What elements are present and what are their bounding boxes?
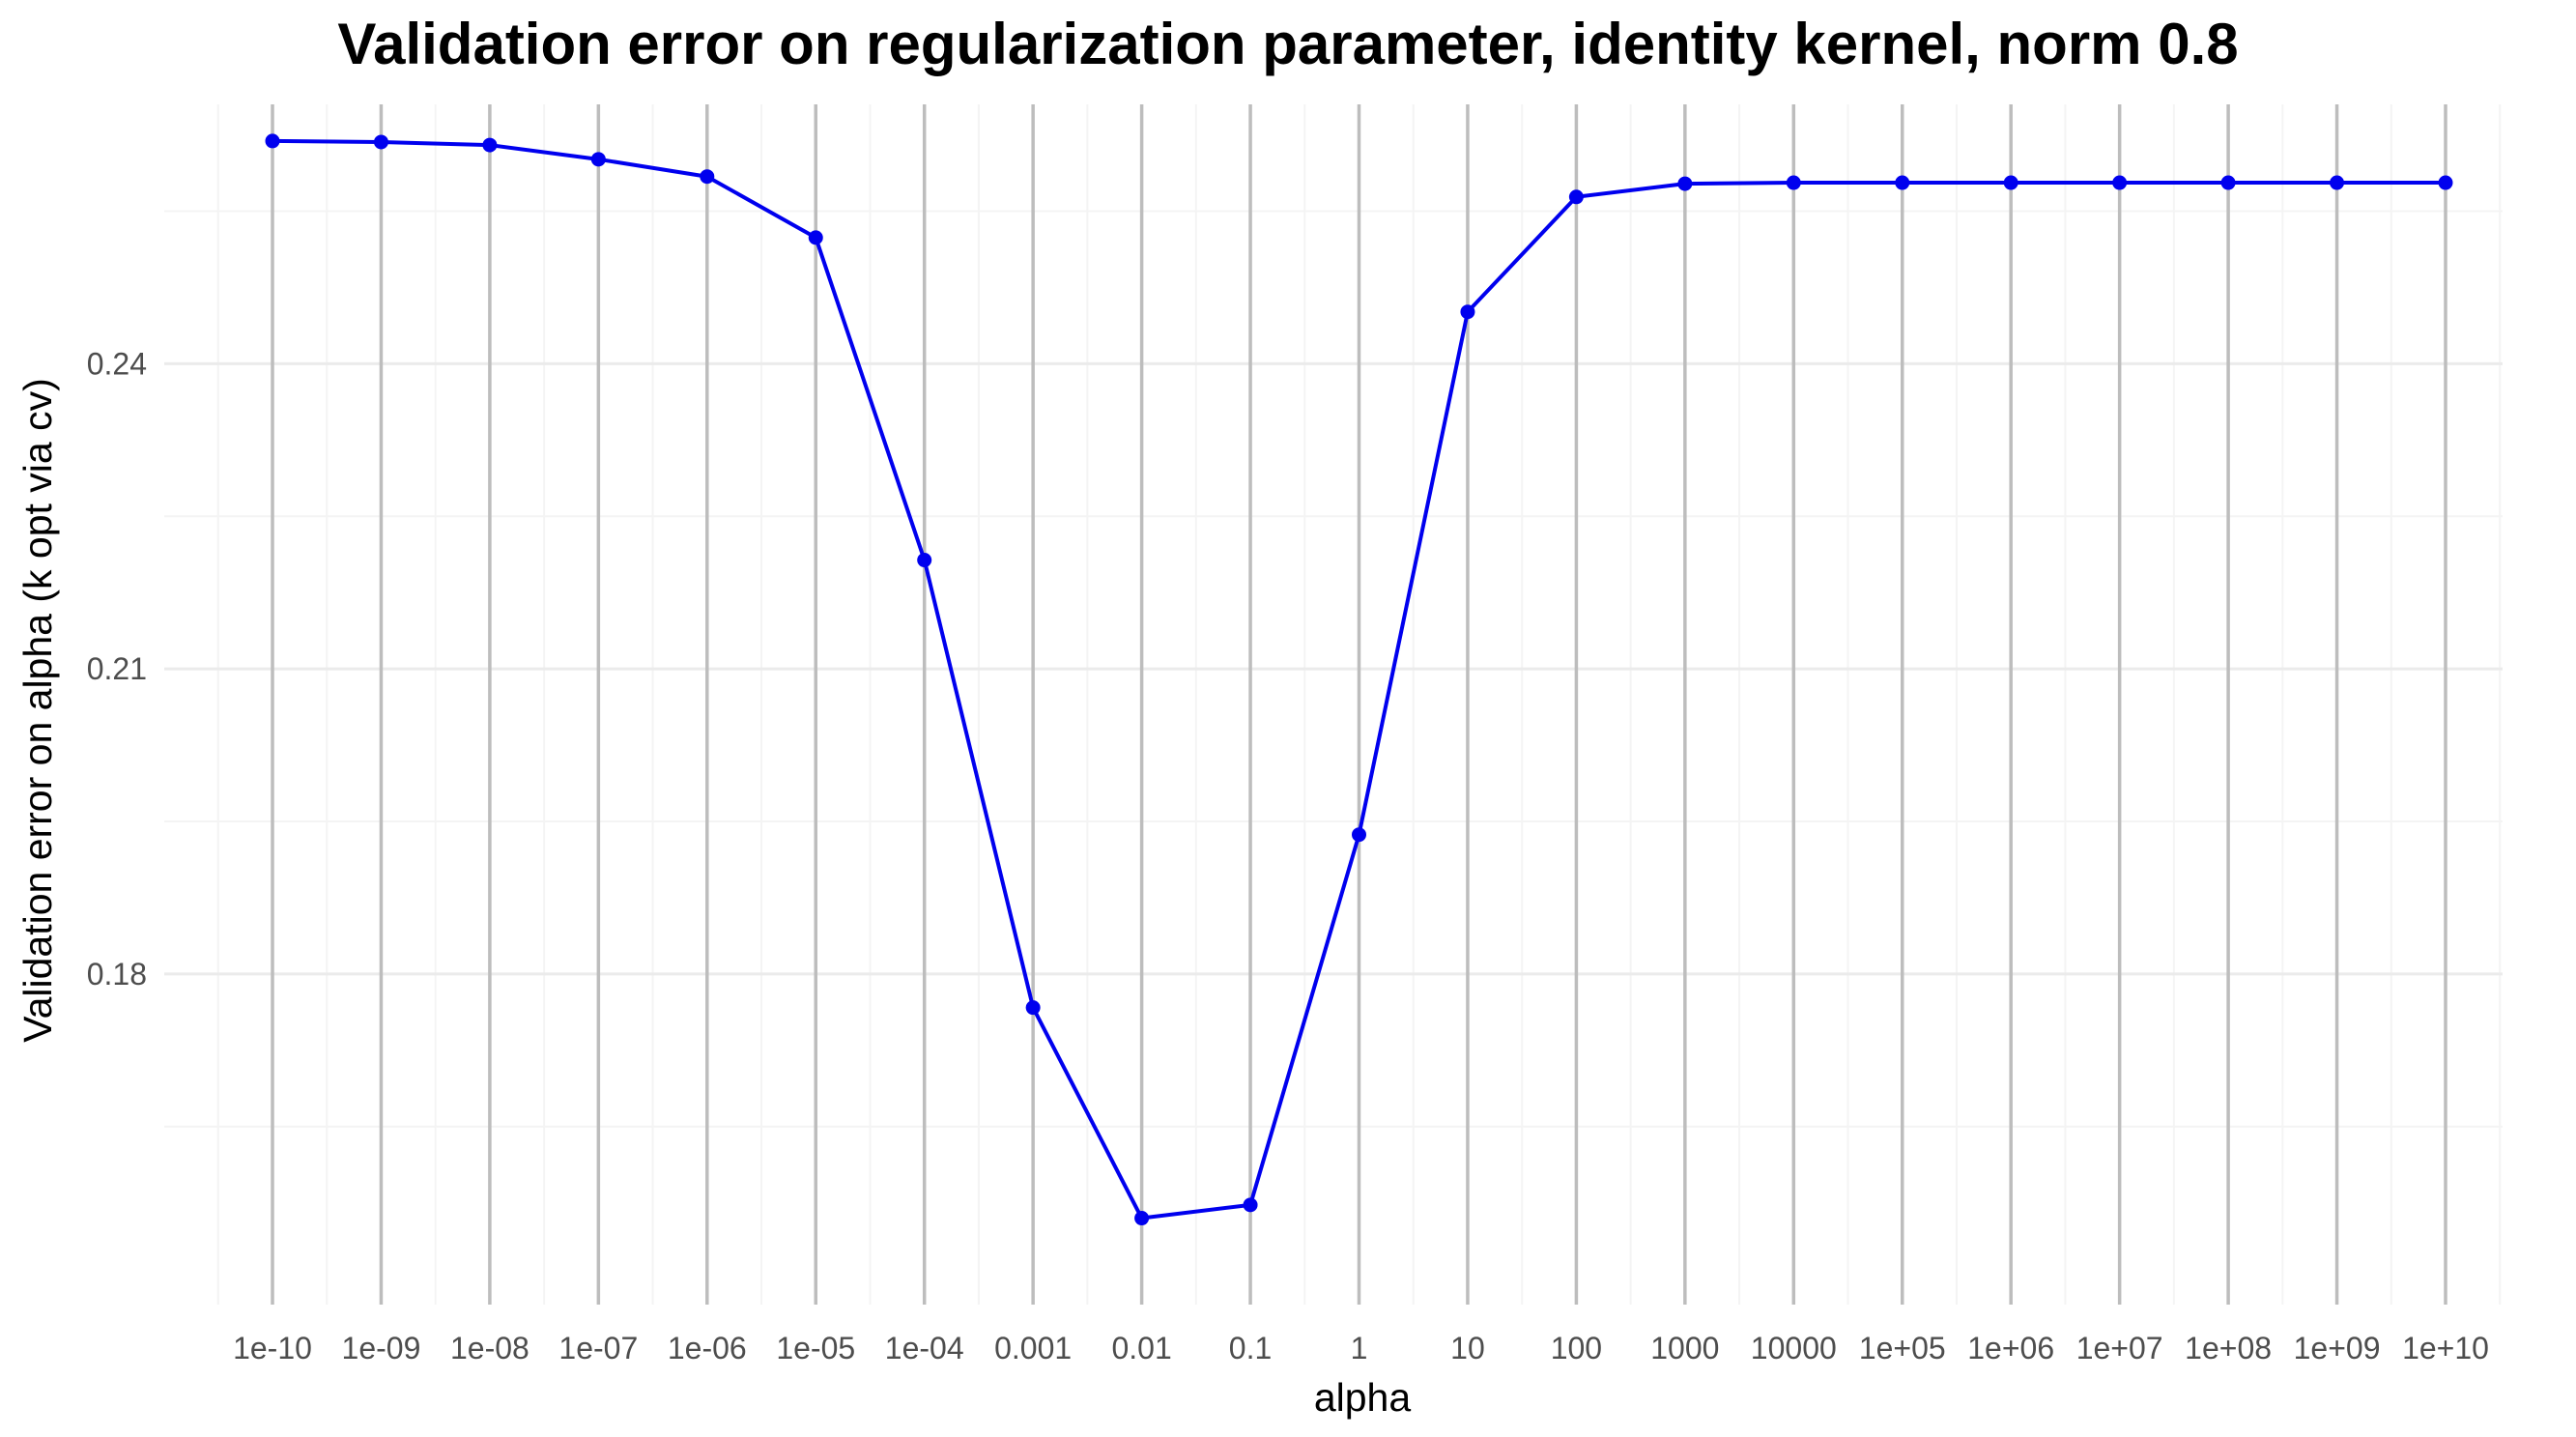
series-layer [265, 133, 2453, 1226]
y-tick-label: 0.18 [87, 957, 147, 992]
data-point [1025, 1000, 1041, 1016]
data-point [373, 134, 388, 150]
x-tick-label: 10 [1450, 1331, 1485, 1365]
data-point [1243, 1197, 1258, 1213]
data-point [808, 230, 823, 245]
x-tick-label: 10000 [1751, 1331, 1837, 1365]
x-tick-label: 0.1 [1229, 1331, 1272, 1365]
x-axis-ticks: 1e-10 1e-09 1e-08 1e-07 1e-06 1e-05 1e-04 0.001… [233, 1331, 2489, 1365]
x-tick-label: 1e-05 [776, 1331, 855, 1365]
data-point [917, 553, 932, 568]
data-point [482, 137, 498, 153]
x-tick-label: 100 [1551, 1331, 1602, 1365]
data-point [1677, 176, 1693, 191]
x-tick-label: 1 [1351, 1331, 1368, 1365]
x-axis-title: alpha [1314, 1375, 1412, 1420]
data-point [700, 169, 715, 185]
y-axis-ticks: 0.18 0.21 0.24 [87, 346, 147, 992]
data-point [2003, 175, 2018, 190]
x-tick-label: 1e+10 [2402, 1331, 2489, 1365]
y-tick-label: 0.21 [87, 651, 147, 686]
data-point [1352, 827, 1366, 843]
x-tick-label: 1e+07 [2076, 1331, 2163, 1365]
data-point [1568, 189, 1584, 205]
data-point [265, 133, 280, 149]
data-point [2330, 175, 2345, 190]
grid-layer [164, 104, 2503, 1305]
data-point [2220, 175, 2236, 190]
data-point [1895, 175, 1910, 190]
data-point [590, 152, 606, 167]
x-tick-label: 1e+06 [1967, 1331, 2054, 1365]
x-tick-label: 1e-08 [450, 1331, 530, 1365]
x-tick-label: 1000 [1650, 1331, 1719, 1365]
x-tick-label: 1e+08 [2185, 1331, 2272, 1365]
data-point [2112, 175, 2128, 190]
x-tick-label: 1e-09 [342, 1331, 421, 1365]
data-point [2438, 175, 2453, 190]
x-tick-label: 1e-10 [233, 1331, 312, 1365]
data-point [1134, 1211, 1150, 1226]
y-axis-title: Validation error on alpha (k opt via cv) [15, 378, 60, 1042]
y-tick-label: 0.24 [87, 346, 147, 381]
data-point [1460, 304, 1475, 320]
x-tick-label: 1e-07 [558, 1331, 638, 1365]
x-tick-label: 1e+05 [1859, 1331, 1946, 1365]
chart-title: Validation error on regularization param… [337, 12, 2238, 76]
x-tick-label: 0.01 [1111, 1331, 1171, 1365]
x-tick-label: 0.001 [994, 1331, 1072, 1365]
x-tick-label: 1e-06 [668, 1331, 747, 1365]
x-tick-label: 1e+09 [2294, 1331, 2381, 1365]
x-tick-label: 1e-04 [885, 1331, 964, 1365]
data-point [1786, 175, 1801, 190]
